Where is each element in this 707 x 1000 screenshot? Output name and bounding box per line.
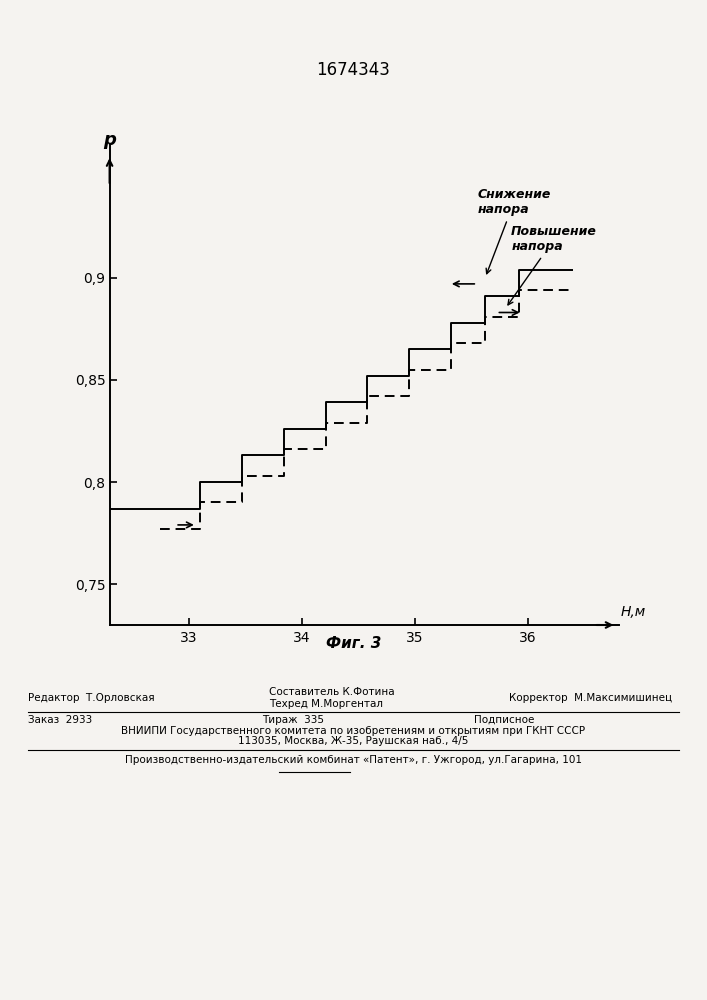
Text: Тираж  335: Тираж 335 [262,715,324,725]
Text: Фиг. 3: Фиг. 3 [326,636,381,650]
Text: 1674343: 1674343 [317,61,390,79]
Text: Заказ  2933: Заказ 2933 [28,715,93,725]
Text: Производственно-издательский комбинат «Патент», г. Ужгород, ул.Гагарина, 101: Производственно-издательский комбинат «П… [125,755,582,765]
Text: Техред М.Моргентал: Техред М.Моргентал [269,699,382,709]
Text: 113035, Москва, Ж-35, Раушская наб., 4/5: 113035, Москва, Ж-35, Раушская наб., 4/5 [238,736,469,746]
Text: Корректор  М.Максимишинец: Корректор М.Максимишинец [509,693,672,703]
Text: р: р [103,131,116,149]
Text: Составитель К.Фотина: Составитель К.Фотина [269,687,395,697]
Text: ВНИИПИ Государственного комитета по изобретениям и открытиям при ГКНТ СССР: ВНИИПИ Государственного комитета по изоб… [122,726,585,736]
Text: Подписное: Подписное [474,715,534,725]
Text: Снижение
напора: Снижение напора [477,188,551,274]
Text: Повышение
напора: Повышение напора [508,225,597,305]
Text: Редактор  Т.Орловская: Редактор Т.Орловская [28,693,155,703]
Text: Н,м: Н,м [621,605,646,619]
